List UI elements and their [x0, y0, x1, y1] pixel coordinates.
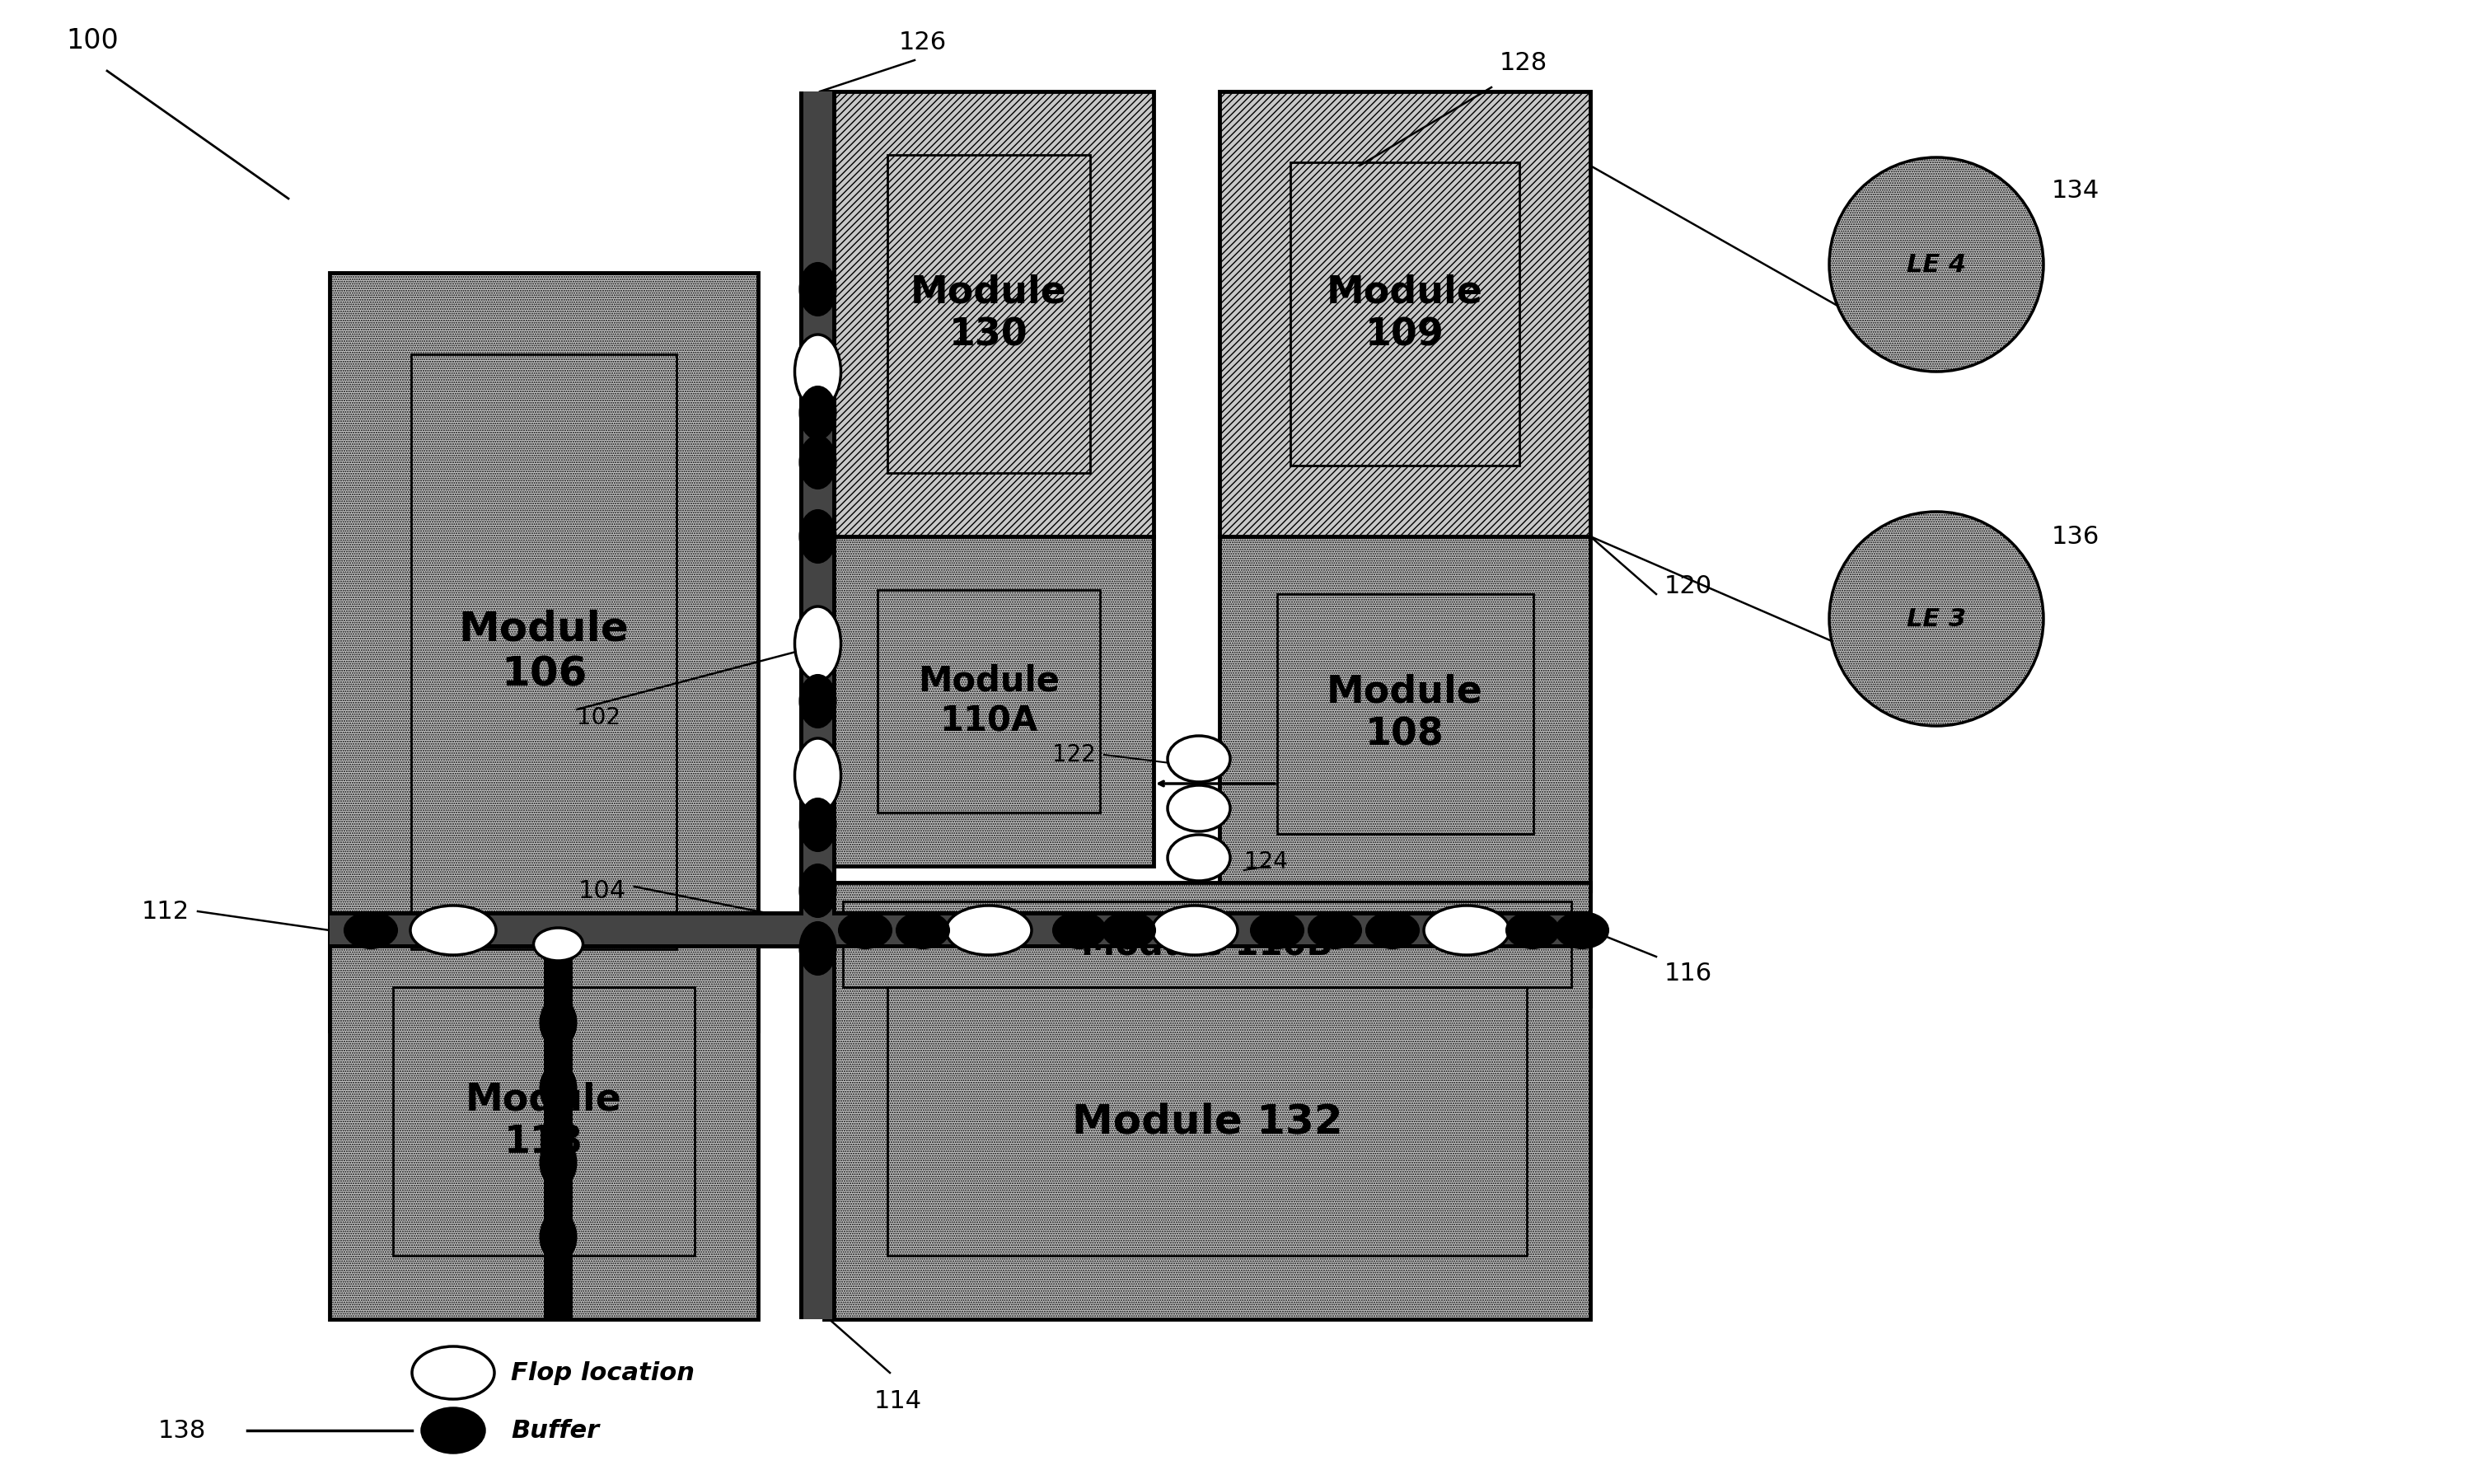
Text: 102: 102: [576, 706, 620, 729]
Bar: [330, 273, 759, 1031]
Text: 100: 100: [67, 27, 119, 55]
Bar: [804, 92, 831, 1319]
Bar: [1278, 594, 1533, 834]
Text: 124: 124: [1243, 850, 1288, 874]
Bar: [1290, 162, 1518, 466]
Ellipse shape: [799, 263, 836, 316]
Bar: [824, 536, 1154, 867]
Ellipse shape: [409, 905, 496, 956]
Text: 136: 136: [2052, 524, 2099, 549]
Bar: [799, 92, 836, 1319]
Bar: [330, 923, 759, 1319]
Text: 126: 126: [898, 31, 948, 55]
Bar: [330, 916, 1590, 944]
Text: Module
109: Module 109: [1327, 275, 1484, 353]
Text: Module 132: Module 132: [1072, 1101, 1342, 1141]
Ellipse shape: [799, 386, 836, 439]
Text: 138: 138: [159, 1419, 206, 1442]
Ellipse shape: [541, 1064, 576, 1113]
Bar: [824, 883, 1590, 1006]
Ellipse shape: [799, 510, 836, 562]
Ellipse shape: [1367, 913, 1419, 948]
Text: 134: 134: [2052, 178, 2099, 202]
Bar: [392, 987, 695, 1255]
Text: 116: 116: [1665, 962, 1712, 985]
Ellipse shape: [1307, 913, 1362, 948]
Ellipse shape: [1250, 913, 1303, 948]
Text: 120: 120: [1665, 574, 1712, 598]
Bar: [543, 911, 573, 1319]
Ellipse shape: [533, 928, 583, 960]
Ellipse shape: [799, 864, 836, 917]
Ellipse shape: [794, 739, 841, 812]
Bar: [330, 911, 1590, 948]
Bar: [824, 92, 1154, 536]
Ellipse shape: [1169, 834, 1231, 881]
Ellipse shape: [1506, 913, 1558, 948]
Bar: [878, 591, 1099, 812]
Bar: [1221, 536, 1590, 890]
Ellipse shape: [1169, 785, 1231, 831]
Text: LE 3: LE 3: [1905, 607, 1965, 631]
Text: 112: 112: [141, 899, 189, 923]
Text: Module 110B: Module 110B: [1082, 928, 1332, 962]
Ellipse shape: [412, 1346, 494, 1399]
Text: 114: 114: [873, 1389, 923, 1413]
Ellipse shape: [945, 905, 1032, 956]
Circle shape: [1828, 512, 2044, 726]
Ellipse shape: [1424, 905, 1508, 956]
Text: 122: 122: [1052, 743, 1097, 766]
Ellipse shape: [799, 675, 836, 727]
Ellipse shape: [1052, 913, 1107, 948]
Ellipse shape: [541, 1212, 576, 1261]
Text: Buffer: Buffer: [511, 1419, 598, 1442]
Bar: [412, 355, 677, 950]
Bar: [888, 154, 1089, 473]
Ellipse shape: [839, 913, 891, 948]
Ellipse shape: [1102, 913, 1156, 948]
Text: Module
130: Module 130: [911, 275, 1067, 353]
Text: Module
106: Module 106: [459, 608, 630, 695]
Text: 104: 104: [578, 879, 625, 902]
Text: Flop location: Flop location: [511, 1361, 695, 1385]
Ellipse shape: [422, 1408, 484, 1453]
Circle shape: [1828, 157, 2044, 371]
Ellipse shape: [799, 922, 836, 975]
Ellipse shape: [1169, 736, 1231, 782]
Text: LE 4: LE 4: [1905, 252, 1965, 276]
Text: Module
118: Module 118: [466, 1082, 623, 1162]
Ellipse shape: [794, 607, 841, 681]
Text: Module
110A: Module 110A: [918, 663, 1059, 739]
Bar: [844, 901, 1570, 987]
Text: Module
108: Module 108: [1327, 674, 1484, 754]
Ellipse shape: [799, 798, 836, 852]
Text: 128: 128: [1499, 50, 1548, 76]
Ellipse shape: [541, 1138, 576, 1187]
Ellipse shape: [345, 913, 397, 948]
Bar: [1221, 92, 1590, 536]
Bar: [824, 923, 1590, 1319]
Ellipse shape: [1556, 913, 1608, 948]
Ellipse shape: [541, 997, 576, 1048]
Bar: [888, 987, 1526, 1255]
Ellipse shape: [799, 436, 836, 488]
Ellipse shape: [794, 334, 841, 408]
Ellipse shape: [896, 913, 950, 948]
Ellipse shape: [1151, 905, 1238, 956]
